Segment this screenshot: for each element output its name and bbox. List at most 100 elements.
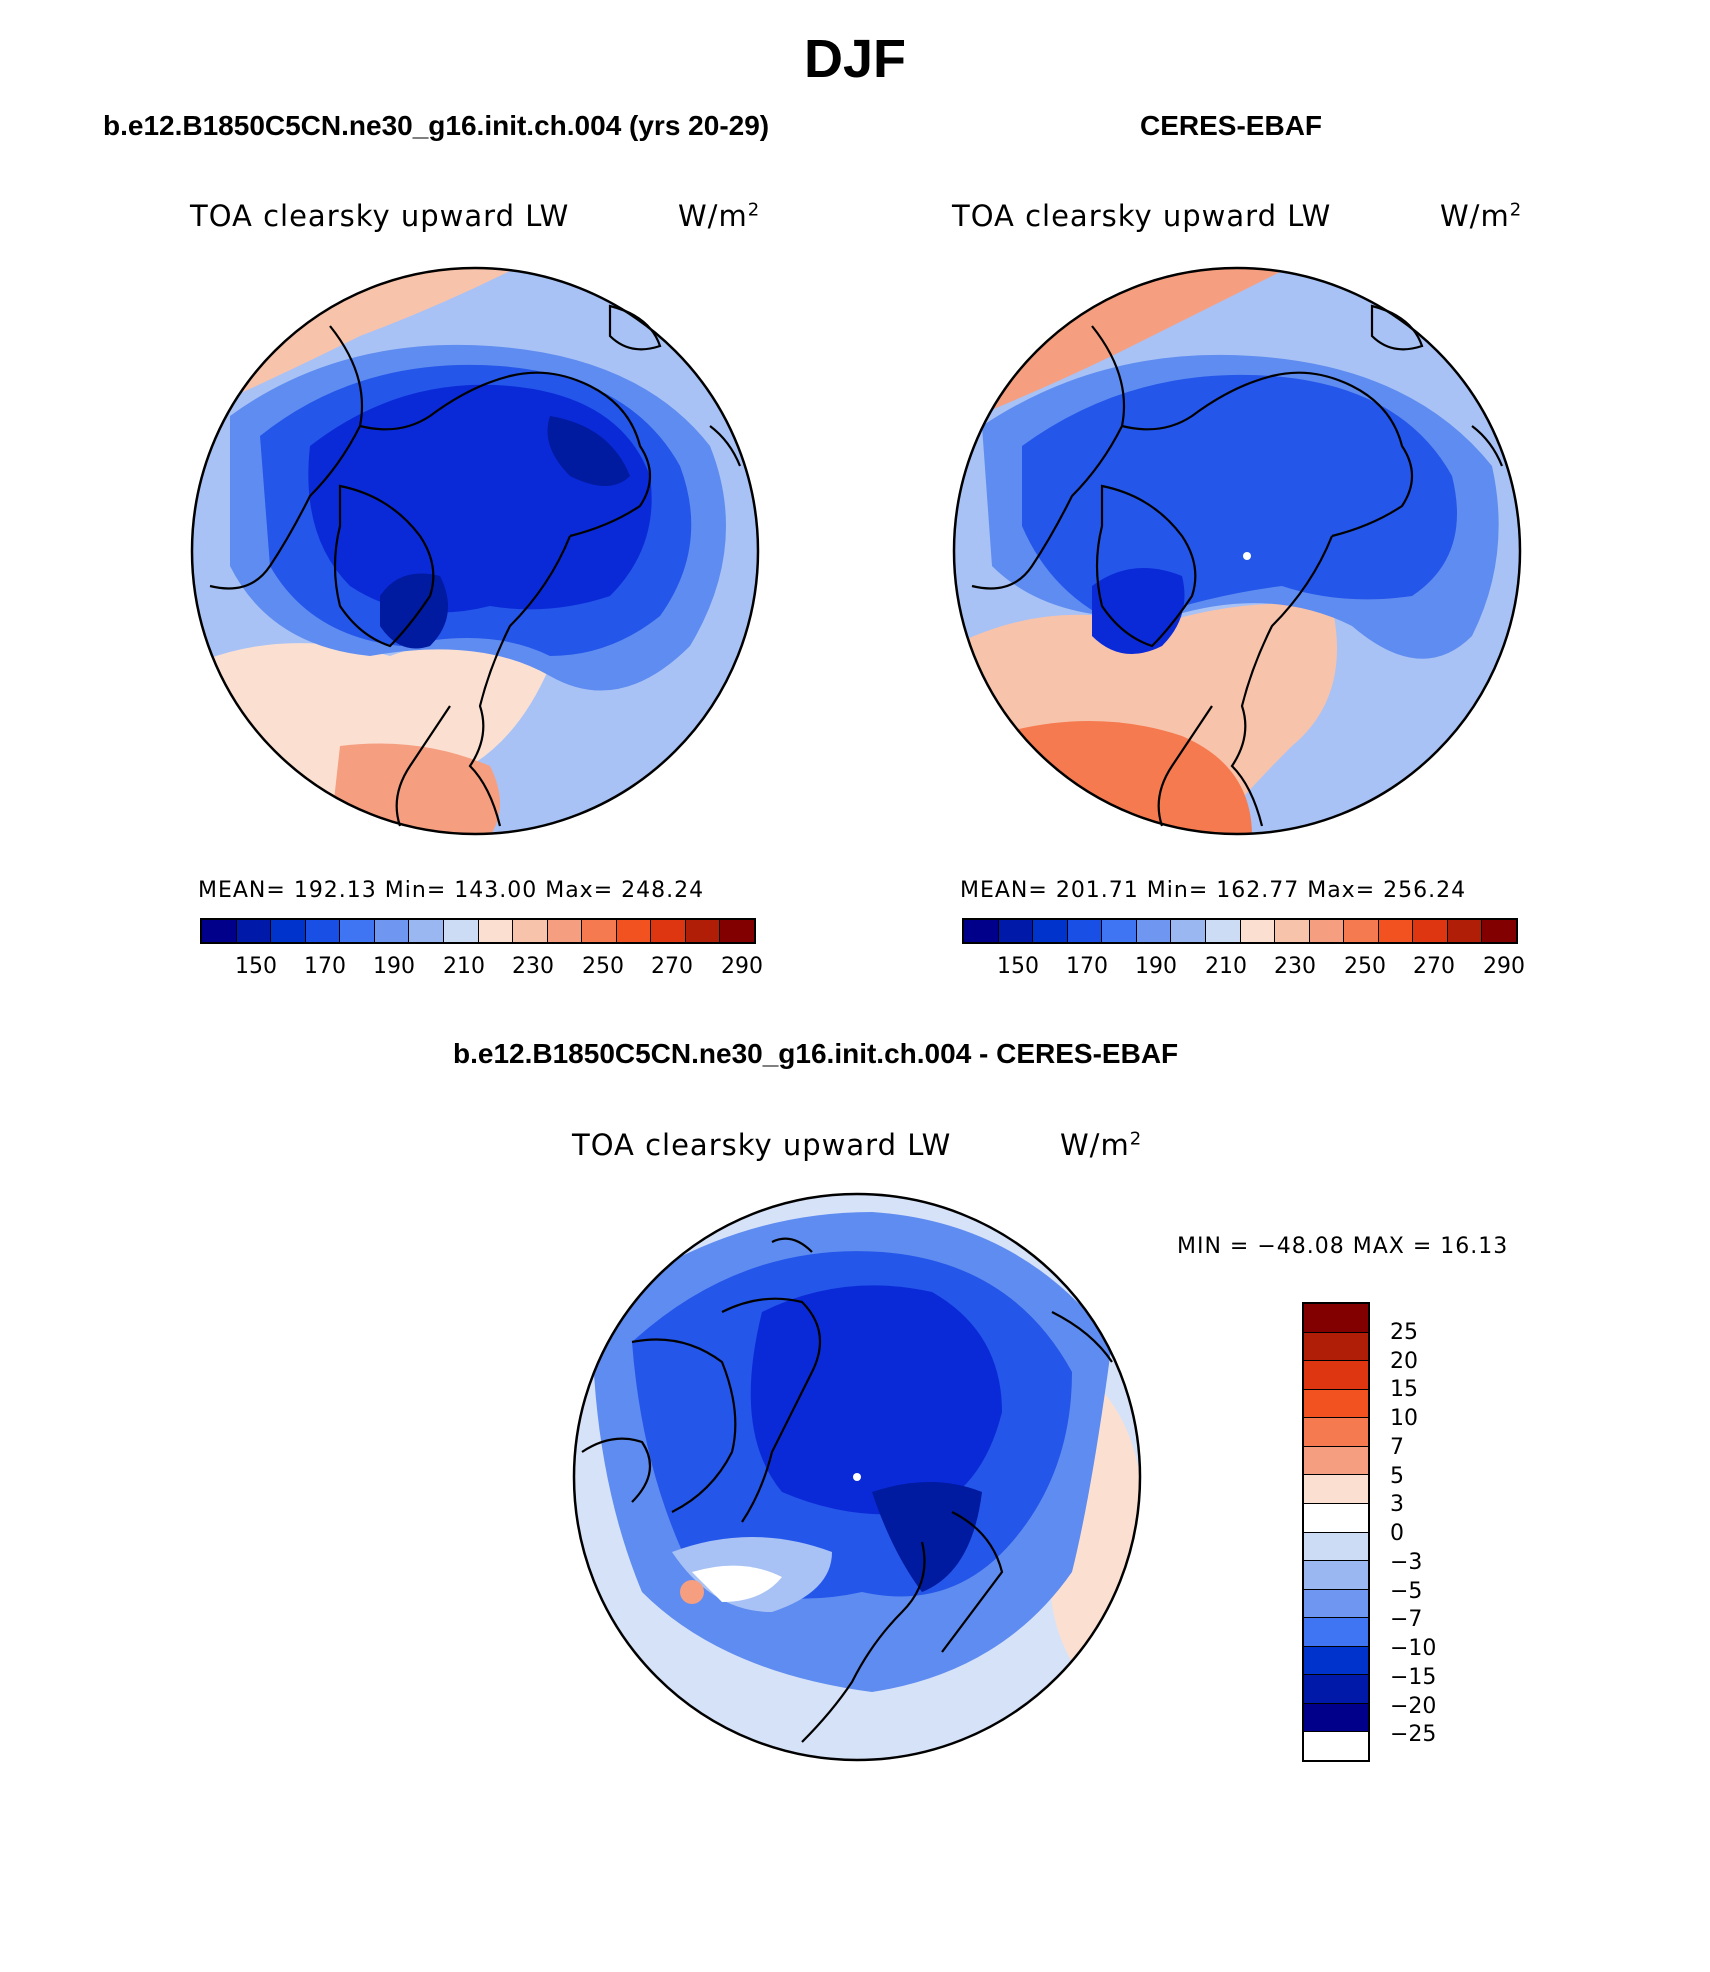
diff-map-boundary	[572, 1192, 1142, 1762]
diff-colorbar-tick: −15	[1390, 1665, 1437, 1690]
diff-colorbar-tick: −3	[1390, 1550, 1423, 1575]
obs-colorbar-tick: 230	[1274, 954, 1316, 979]
diff-colorbar-swatch	[1304, 1703, 1368, 1733]
diff-colorbar-swatch	[1304, 1389, 1368, 1419]
model-units-label: W/m2	[678, 199, 761, 233]
model-case-title: b.e12.B1850C5CN.ne30_g16.init.ch.004 (yr…	[103, 110, 770, 141]
model-colorbar-tick: 290	[721, 954, 763, 979]
obs-colorbar-swatch	[1309, 920, 1345, 942]
diff-case-title: b.e12.B1850C5CN.ne30_g16.init.ch.004 - C…	[453, 1038, 1179, 1069]
model-coastlines	[209, 304, 742, 827]
obs-polar-map	[952, 266, 1522, 836]
model-colorbar-swatch	[202, 920, 237, 942]
diff-colorbar-swatch	[1304, 1475, 1368, 1504]
diff-white-patch	[692, 1565, 782, 1602]
diff-darkest-streak	[872, 1482, 982, 1592]
model-darkest-siberia	[547, 416, 630, 486]
diff-colorbar-tick: 10	[1390, 1406, 1418, 1431]
diff-polar-map	[572, 1192, 1142, 1762]
obs-colorbar-tick: 150	[997, 954, 1039, 979]
diff-colorbar-swatches	[1302, 1302, 1370, 1762]
diff-colorbar-tick: −20	[1390, 1694, 1437, 1719]
obs-colorbar-swatch	[1344, 920, 1379, 942]
diff-colorbar-swatch	[1304, 1304, 1368, 1333]
model-colorbar-swatch	[547, 920, 583, 942]
diff-colorbar-tick: 7	[1390, 1435, 1404, 1460]
diff-deep-region	[750, 1285, 1002, 1515]
model-stats: MEAN= 192.13 Min= 143.00 Max= 248.24	[198, 878, 705, 903]
obs-stats: MEAN= 201.71 Min= 162.77 Max= 256.24	[960, 878, 1467, 903]
diff-colorbar-swatch	[1304, 1446, 1368, 1476]
diff-colorbar-swatch	[1304, 1532, 1368, 1562]
figure-title: DJF	[803, 29, 906, 89]
model-warm-europe	[330, 743, 500, 834]
diff-minmax: MIN = −48.08 MAX = 16.13	[1177, 1234, 1509, 1259]
diff-colorbar-tick: 3	[1390, 1492, 1404, 1517]
model-map-boundary	[190, 266, 760, 836]
diff-warm-spot	[680, 1580, 704, 1604]
obs-case-title: CERES-EBAF	[1140, 110, 1323, 141]
model-colorbar-swatch	[651, 920, 686, 942]
diff-colorbar-swatch	[1304, 1675, 1368, 1704]
model-colorbar-swatch	[685, 920, 721, 942]
diff-pole-marker	[853, 1473, 861, 1481]
diff-colorbar-tick: 15	[1390, 1377, 1418, 1402]
model-colorbar-swatches	[200, 918, 756, 944]
diff-colorbar-tick: 20	[1390, 1349, 1418, 1374]
obs-map-boundary	[952, 266, 1522, 836]
diff-colorbar-tick: −10	[1390, 1636, 1437, 1661]
model-colorbar-swatch	[720, 920, 754, 942]
obs-colorbar-swatches	[962, 918, 1518, 944]
diff-colorbar-swatch	[1304, 1361, 1368, 1390]
obs-pole-marker	[1243, 552, 1251, 560]
obs-colorbar-swatch	[1413, 920, 1448, 942]
obs-mid-region	[1022, 374, 1457, 626]
diff-colorbar-swatch	[1304, 1646, 1368, 1676]
model-colorbar-swatch	[236, 920, 272, 942]
model-colorbar-swatch	[443, 920, 479, 942]
diff-colorbar-swatch	[1304, 1618, 1368, 1647]
model-colorbar: 150 170 190 210 230 250 270 290	[200, 918, 763, 979]
diff-colorbar-swatch	[1304, 1589, 1368, 1619]
model-colorbar-tick: 270	[651, 954, 693, 979]
model-colorbar-tick: 210	[443, 954, 485, 979]
obs-colorbar-swatch	[1378, 920, 1414, 942]
model-colorbar-swatch	[305, 920, 341, 942]
obs-colorbar-tick: 250	[1344, 954, 1386, 979]
model-colorbar-swatch	[616, 920, 652, 942]
model-colorbar-tick: 230	[512, 954, 554, 979]
model-colorbar-tick: 250	[582, 954, 624, 979]
obs-colorbar-swatch	[1205, 920, 1241, 942]
obs-colorbar: 150 170 190 210 230 250 270 290	[962, 918, 1525, 979]
obs-colorbar-swatch	[998, 920, 1034, 942]
model-colorbar-swatch	[582, 920, 617, 942]
diff-units-label: W/m2	[1060, 1128, 1143, 1162]
model-colorbar-swatch	[409, 920, 444, 942]
obs-deep-greenland	[1092, 568, 1185, 654]
model-polar-map	[190, 266, 760, 836]
model-colorbar-tick: 170	[304, 954, 346, 979]
diff-colorbar-swatch	[1304, 1332, 1368, 1362]
diff-field-label: TOA clearsky upward LW	[572, 1128, 952, 1162]
obs-colorbar-swatch	[1033, 920, 1068, 942]
obs-colorbar-tick: 210	[1205, 954, 1247, 979]
model-colorbar-tick: 190	[373, 954, 415, 979]
model-colorbar-swatch	[340, 920, 375, 942]
diff-colorbar-swatch	[1304, 1732, 1368, 1760]
diff-colorbar-tick: 5	[1390, 1464, 1404, 1489]
diff-coastlines	[581, 1237, 1113, 1743]
obs-colorbar-swatch	[1447, 920, 1483, 942]
diff-colorbar-tick: 0	[1390, 1521, 1404, 1546]
obs-units-label: W/m2	[1440, 199, 1523, 233]
diff-colorbar-tick: 25	[1390, 1320, 1418, 1345]
obs-colorbar-swatch	[964, 920, 999, 942]
diff-colorbar-tick: −25	[1390, 1722, 1437, 1747]
diff-colorbar-swatch	[1304, 1561, 1368, 1590]
diff-colorbar-tick: −5	[1390, 1579, 1423, 1604]
obs-coastlines	[971, 304, 1504, 827]
model-colorbar-tick: 150	[235, 954, 277, 979]
obs-colorbar-swatch	[1067, 920, 1103, 942]
model-colorbar-swatch	[513, 920, 548, 942]
model-field-label: TOA clearsky upward LW	[190, 199, 570, 233]
diff-colorbar-swatch	[1304, 1418, 1368, 1447]
